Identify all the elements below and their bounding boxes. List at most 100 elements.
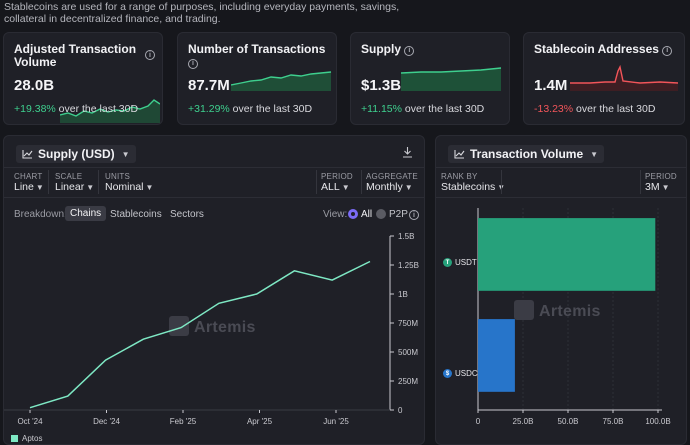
x-tick-label: Dec '24	[93, 417, 120, 426]
supply-line-chart: 0 250M 500M 750M 1B 1.25B 1.5B Oct '24 Dec '24 F…	[4, 232, 419, 426]
period-select[interactable]: 3M ▼	[645, 181, 670, 193]
info-icon[interactable]: i	[409, 210, 419, 220]
y-tick-label: 1.25B	[398, 261, 419, 270]
tab-sectors[interactable]: Sectors	[170, 209, 204, 220]
view-all-label[interactable]: All	[361, 209, 373, 220]
download-icon[interactable]	[402, 146, 413, 158]
metric-title: Supply	[361, 42, 402, 56]
chevron-down-icon: ▼	[341, 183, 350, 192]
line-chart-icon	[22, 150, 33, 159]
y-tick-label: 0	[398, 406, 403, 415]
x-tick-label: Feb '25	[170, 417, 197, 426]
metric-title: Stablecoin Addresses	[534, 42, 659, 56]
metric-change-suffix: over the last 30D	[576, 103, 656, 115]
chevron-down-icon: ▼	[145, 183, 154, 192]
view-p2p-label[interactable]: P2P	[389, 209, 408, 220]
control-units[interactable]: Nominal ▼	[105, 181, 154, 193]
metric-change-suffix: over the last 30D	[58, 103, 139, 115]
view-label: View:	[323, 209, 348, 220]
bar-category-label: USDC	[455, 369, 478, 378]
y-tick-label: 1.5B	[398, 232, 414, 241]
x-tick-label: Jun '25	[323, 417, 349, 426]
view-all-radio[interactable]	[348, 209, 358, 219]
chevron-down-icon: ▼	[404, 183, 413, 192]
metric-change: +11.15%	[361, 103, 402, 115]
period-label: PERIOD	[645, 172, 677, 181]
chevron-down-icon: ▼	[661, 183, 670, 192]
control-aggregate[interactable]: Monthly ▼	[366, 181, 413, 193]
legend-label: Aptos	[22, 434, 43, 443]
metric-change-suffix: over the last 30D	[232, 103, 313, 115]
chevron-down-icon: ▼	[35, 183, 44, 192]
info-icon[interactable]: i	[662, 45, 673, 56]
metric-card-transactions[interactable]: Number of Transactions i 87.7M +31.29% o…	[177, 32, 337, 125]
divider	[4, 197, 424, 198]
metric-change-suffix: over the last 30D	[404, 103, 485, 115]
transaction-volume-bar-chart: 0 25.0B 50.0B 75.0B 100.0B	[476, 208, 671, 426]
y-tick-label: 750M	[398, 319, 418, 328]
supply-title: Supply (USD)	[38, 147, 115, 161]
metric-change: +19.38%	[14, 103, 56, 115]
divider	[4, 167, 424, 168]
y-tick-label: 1B	[398, 290, 408, 299]
artemis-watermark: Artemis	[514, 300, 601, 321]
control-label-scale: SCALE	[55, 172, 83, 181]
sparkline	[570, 64, 678, 91]
legend-swatch	[11, 435, 18, 442]
chevron-down-icon: ▼	[121, 149, 130, 159]
metric-card-addresses[interactable]: Stablecoin Addresses i 1.4M -13.23% over…	[523, 32, 685, 125]
metric-card-supply[interactable]: Supply i $1.3B +11.15% over the last 30D	[350, 32, 510, 125]
intro-text: Stablecoins are used for a range of purp…	[4, 1, 400, 25]
usdt-icon: T	[443, 258, 452, 267]
usdc-icon: $	[443, 369, 452, 378]
volume-title-dropdown[interactable]: Transaction Volume ▼	[448, 145, 605, 163]
bar-category-label: USDT	[455, 258, 477, 267]
x-tick-label: 0	[476, 417, 481, 426]
series-line-aptos	[29, 260, 371, 409]
metric-title: Number of Transactions	[188, 42, 326, 56]
tab-chains[interactable]: Chains	[65, 206, 107, 221]
metric-value: 28.0B	[14, 77, 55, 94]
divider	[436, 167, 686, 168]
breakdown-label: Breakdown:	[14, 209, 67, 220]
y-tick-label: 500M	[398, 348, 418, 357]
x-tick-label: 75.0B	[603, 417, 624, 426]
x-tick-label: Apr '25	[247, 417, 273, 426]
metric-card-adjusted-volume[interactable]: Adjusted Transaction Volume i 28.0B +19.…	[3, 32, 163, 125]
metric-title: Adjusted Transaction Volume	[14, 42, 137, 69]
bar-usdt	[478, 218, 656, 291]
x-tick-label: 100.0B	[645, 417, 670, 426]
info-icon[interactable]: i	[188, 58, 198, 69]
view-p2p-radio[interactable]	[376, 209, 386, 219]
bar-usdc	[478, 319, 515, 392]
control-scale[interactable]: Linear ▼	[55, 181, 95, 193]
sparkline	[401, 67, 502, 91]
supply-panel: Supply (USD) ▼ CHART Line ▼ SCALE Linear ▼…	[3, 135, 425, 445]
legend-item-aptos[interactable]: Aptos	[11, 434, 42, 443]
info-icon[interactable]: i	[145, 50, 155, 60]
control-label-chart: CHART	[14, 172, 43, 181]
x-tick-label: 50.0B	[558, 417, 579, 426]
chevron-down-icon: ▼	[590, 149, 599, 159]
metric-value: $1.3B	[361, 77, 402, 94]
rank-by-label: RANK BY	[441, 172, 478, 181]
y-tick-label: 250M	[398, 377, 418, 386]
metric-value: 87.7M	[188, 77, 230, 94]
artemis-logo-icon	[514, 300, 534, 320]
sparkline	[231, 71, 332, 91]
control-label-units: UNITS	[105, 172, 130, 181]
control-period[interactable]: ALL ▼	[321, 181, 350, 193]
info-icon[interactable]: i	[404, 45, 415, 56]
supply-title-dropdown[interactable]: Supply (USD) ▼	[16, 145, 136, 163]
artemis-watermark: Artemis	[169, 316, 256, 337]
bar-label-usdt: T USDT	[443, 258, 477, 267]
control-chart[interactable]: Line ▼	[14, 181, 44, 193]
x-tick-label: Oct '24	[17, 417, 43, 426]
metric-change: +31.29%	[188, 103, 230, 115]
divider	[436, 197, 686, 198]
bar-label-usdc: $ USDC	[443, 369, 478, 378]
transaction-volume-panel: Transaction Volume ▼ RANK BY Stablecoins…	[435, 135, 687, 445]
tab-stablecoins[interactable]: Stablecoins	[110, 209, 162, 220]
control-label-period: PERIOD	[321, 172, 353, 181]
sparkline	[60, 99, 160, 123]
